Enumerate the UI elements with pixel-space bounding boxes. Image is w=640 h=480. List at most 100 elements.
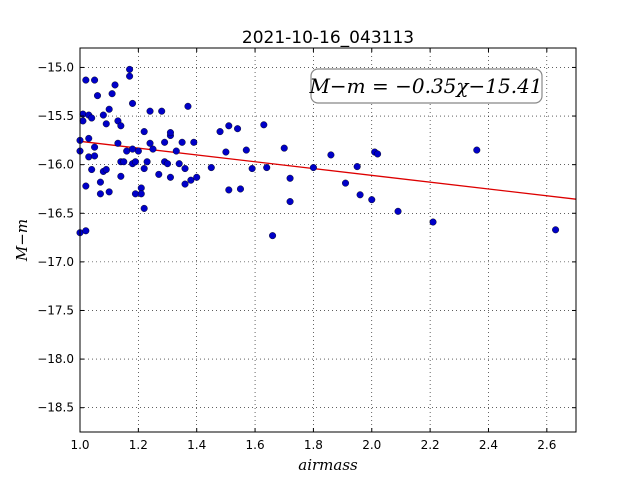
x-tick-label: 2.0 bbox=[362, 438, 381, 452]
data-point bbox=[117, 172, 125, 180]
data-point bbox=[190, 138, 198, 146]
data-point bbox=[429, 218, 437, 226]
data-point bbox=[88, 166, 96, 174]
plot-frame bbox=[79, 47, 577, 433]
data-point bbox=[368, 196, 376, 204]
data-point bbox=[327, 151, 335, 159]
y-tick-label: −16.0 bbox=[37, 158, 74, 172]
data-point bbox=[193, 173, 201, 181]
data-point bbox=[79, 117, 87, 125]
data-point bbox=[225, 186, 233, 194]
y-tick-label: −18.5 bbox=[37, 401, 74, 415]
data-point bbox=[117, 122, 125, 130]
data-point bbox=[143, 158, 151, 166]
data-point bbox=[236, 185, 244, 193]
y-tick-label: −18.0 bbox=[37, 352, 74, 366]
data-point bbox=[181, 165, 189, 173]
data-point bbox=[94, 92, 102, 100]
data-point bbox=[88, 114, 96, 122]
data-point bbox=[96, 178, 104, 186]
x-tick-label: 2.4 bbox=[479, 438, 498, 452]
data-point bbox=[102, 120, 110, 128]
data-point bbox=[172, 147, 180, 155]
data-point bbox=[129, 99, 137, 107]
y-tick-label: −15.0 bbox=[37, 60, 74, 74]
data-point bbox=[552, 226, 560, 234]
x-tick-label: 1.4 bbox=[187, 438, 206, 452]
chart-title: 2021-10-16_043113 bbox=[242, 28, 414, 48]
data-point bbox=[178, 138, 186, 146]
data-point bbox=[91, 143, 99, 151]
data-point bbox=[269, 232, 277, 240]
data-point bbox=[248, 165, 256, 173]
data-point bbox=[242, 146, 250, 154]
data-point bbox=[120, 158, 128, 166]
x-tick-label: 2.6 bbox=[537, 438, 556, 452]
data-point bbox=[225, 122, 233, 130]
data-point bbox=[131, 190, 139, 198]
data-point bbox=[161, 138, 169, 146]
data-point bbox=[131, 158, 139, 166]
data-point bbox=[184, 102, 192, 110]
x-axis-label: airmass bbox=[298, 456, 358, 474]
data-point bbox=[394, 207, 402, 215]
data-point bbox=[146, 107, 154, 115]
data-point bbox=[82, 182, 90, 190]
data-point bbox=[102, 166, 110, 174]
data-point bbox=[91, 76, 99, 84]
data-point bbox=[96, 190, 104, 198]
fit-line bbox=[79, 140, 577, 200]
equation-box bbox=[310, 68, 543, 104]
y-tick-label: −16.5 bbox=[37, 206, 74, 220]
data-point bbox=[126, 65, 134, 73]
data-point bbox=[155, 170, 163, 178]
data-point bbox=[140, 128, 148, 136]
data-point bbox=[85, 134, 93, 142]
fit-equation: M−m = −0.35χ−15.41 bbox=[308, 74, 542, 98]
data-point bbox=[187, 176, 195, 184]
y-tick-label: −17.0 bbox=[37, 255, 74, 269]
x-tick-label: 1.0 bbox=[70, 438, 89, 452]
data-point bbox=[309, 164, 317, 172]
data-point bbox=[473, 146, 481, 154]
data-point bbox=[216, 128, 224, 136]
data-point bbox=[91, 152, 99, 160]
data-point bbox=[129, 145, 137, 153]
data-point bbox=[356, 191, 364, 199]
data-point bbox=[181, 180, 189, 188]
data-point bbox=[286, 198, 294, 206]
data-point bbox=[149, 145, 157, 153]
data-point bbox=[234, 125, 242, 133]
data-point bbox=[175, 160, 183, 168]
y-tick-label: −15.5 bbox=[37, 109, 74, 123]
data-point bbox=[140, 165, 148, 173]
data-point bbox=[280, 144, 288, 152]
y-tick-label: −17.5 bbox=[37, 303, 74, 317]
data-point bbox=[286, 174, 294, 182]
data-point bbox=[105, 188, 113, 196]
x-tick-label: 1.2 bbox=[129, 438, 148, 452]
data-point bbox=[134, 147, 142, 155]
data-point bbox=[260, 121, 268, 129]
data-point bbox=[140, 204, 148, 212]
data-point bbox=[85, 153, 93, 161]
data-point bbox=[105, 105, 113, 113]
grid bbox=[79, 48, 576, 432]
x-tick-label: 2.2 bbox=[421, 438, 440, 452]
data-point bbox=[111, 81, 119, 89]
data-point bbox=[114, 139, 122, 147]
data-point bbox=[126, 72, 134, 80]
x-axis-ticks: 1.0 1.2 1.4 1.6 1.8 2.0 2.2 2.4 2.6 bbox=[70, 48, 556, 452]
data-point bbox=[222, 148, 230, 156]
data-point bbox=[353, 163, 361, 171]
data-point bbox=[158, 107, 166, 115]
data-point bbox=[164, 160, 172, 168]
fit-line-group bbox=[79, 140, 577, 200]
data-point bbox=[108, 90, 116, 98]
data-point bbox=[82, 76, 90, 84]
data-point bbox=[99, 111, 107, 119]
x-tick-label: 1.6 bbox=[246, 438, 265, 452]
y-axis-ticks: −15.0 −15.5 −16.0 −16.5 −17.0 −17.5 −18.0 −18.5 bbox=[37, 60, 576, 415]
x-tick-label: 1.8 bbox=[304, 438, 323, 452]
